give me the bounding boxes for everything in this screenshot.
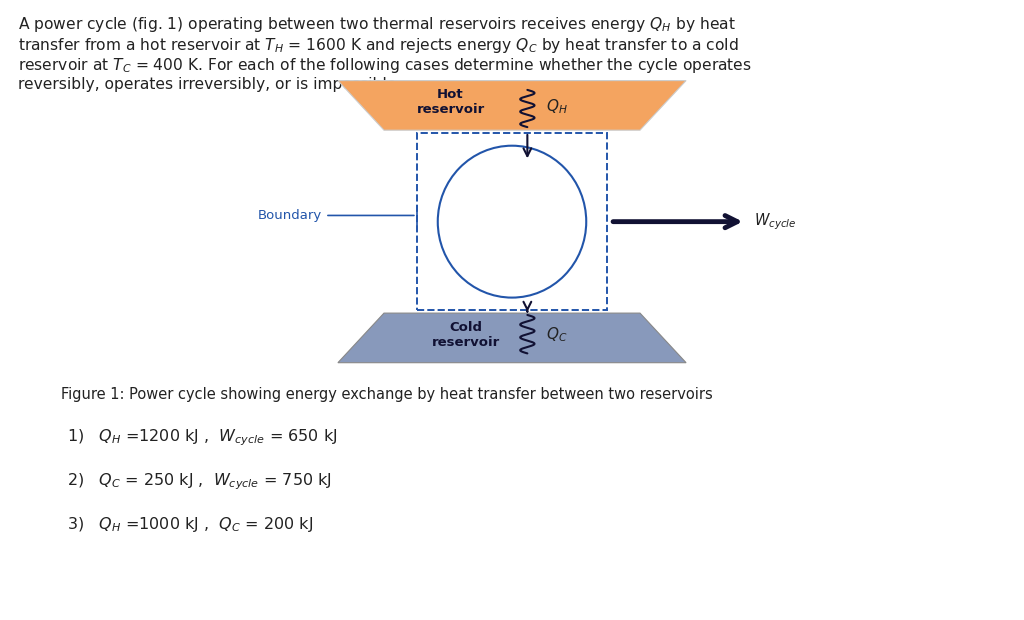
Polygon shape — [338, 81, 686, 130]
Text: 3)   $Q_H$ =1000 kJ ,  $Q_C$ = 200 kJ: 3) $Q_H$ =1000 kJ , $Q_C$ = 200 kJ — [67, 515, 312, 534]
Polygon shape — [338, 313, 686, 363]
Text: reservoir at $T_C$ = 400 K. For each of the following cases determine whether th: reservoir at $T_C$ = 400 K. For each of … — [18, 56, 753, 76]
Text: Figure 1: Power cycle showing energy exchange by heat transfer between two reser: Figure 1: Power cycle showing energy exc… — [61, 388, 713, 402]
Text: 1)   $Q_H$ =1200 kJ ,  $W_{cycle}$ = 650 kJ: 1) $Q_H$ =1200 kJ , $W_{cycle}$ = 650 kJ — [67, 428, 337, 448]
Text: Boundary: Boundary — [258, 209, 414, 222]
Text: $Q_C$: $Q_C$ — [546, 326, 567, 344]
Text: Hot
reservoir: Hot reservoir — [417, 88, 484, 117]
Ellipse shape — [438, 146, 586, 298]
Text: 2)   $Q_C$ = 250 kJ ,  $W_{cycle}$ = 750 kJ: 2) $Q_C$ = 250 kJ , $W_{cycle}$ = 750 kJ — [67, 471, 332, 492]
Text: $Q_H$: $Q_H$ — [546, 97, 567, 116]
Text: transfer from a hot reservoir at $T_H$ = 1600 K and rejects energy $Q_C$ by heat: transfer from a hot reservoir at $T_H$ =… — [18, 36, 739, 55]
Text: $W_{cycle}$: $W_{cycle}$ — [754, 211, 796, 232]
Bar — [417, 133, 607, 310]
Text: reversibly, operates irreversibly, or is impossible.: reversibly, operates irreversibly, or is… — [18, 77, 401, 92]
Text: Cold
reservoir: Cold reservoir — [432, 321, 500, 349]
Text: A power cycle (fig. 1) operating between two thermal reservoirs receives energy : A power cycle (fig. 1) operating between… — [18, 16, 736, 35]
